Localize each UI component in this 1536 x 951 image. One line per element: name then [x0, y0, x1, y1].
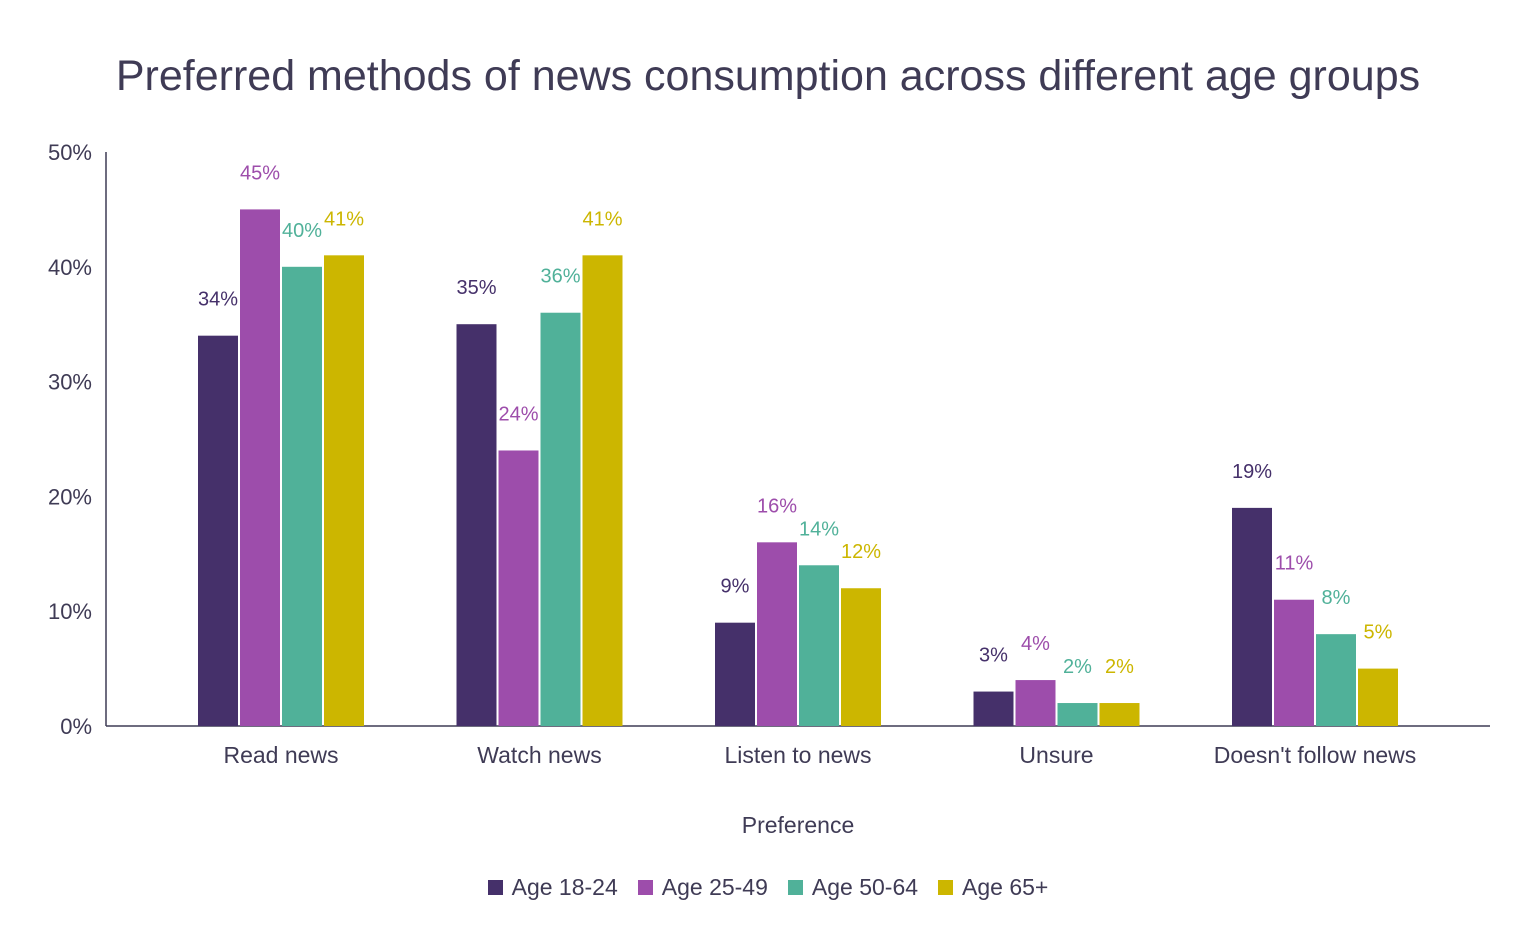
- legend-label: Age 25-49: [661, 874, 768, 900]
- bar: [1057, 703, 1098, 726]
- bar: [240, 209, 280, 726]
- data-label: 35%: [456, 277, 496, 299]
- bar: [282, 266, 322, 726]
- data-label: 14%: [799, 518, 839, 540]
- y-tick-label: 20%: [48, 484, 92, 509]
- data-label: 5%: [1364, 622, 1393, 644]
- bar: [1316, 634, 1356, 726]
- legend-swatch: [938, 880, 954, 895]
- bar: [973, 691, 1014, 726]
- data-label: 40%: [282, 220, 322, 242]
- legend-swatch: [637, 880, 653, 895]
- y-tick-label: 10%: [48, 599, 92, 624]
- bar: [582, 255, 623, 726]
- bar: [198, 335, 238, 726]
- bar: [1099, 703, 1140, 726]
- data-label: 24%: [498, 403, 538, 425]
- legend-label: Age 50-64: [811, 874, 919, 900]
- data-label: 12%: [841, 541, 881, 563]
- y-tick-label: 0%: [60, 714, 92, 739]
- legend-label: Age 65+: [962, 874, 1049, 900]
- bar: [498, 450, 539, 726]
- x-tick-label: Listen to news: [724, 742, 871, 768]
- x-tick-label: Read news: [223, 742, 338, 768]
- y-tick-label: 50%: [48, 140, 92, 165]
- data-label: 16%: [757, 495, 797, 517]
- bar: [757, 542, 797, 726]
- bar: [1232, 507, 1272, 726]
- bar: [715, 622, 755, 726]
- data-label: 36%: [540, 266, 580, 288]
- bar-chart: 0%10%20%30%40%50%Read news34%45%40%41%Wa…: [48, 140, 1490, 838]
- bar: [324, 255, 364, 726]
- legend-item: Age 65+: [938, 874, 1048, 901]
- bar: [799, 565, 839, 726]
- data-label: 3%: [979, 645, 1008, 667]
- data-label: 45%: [240, 162, 280, 184]
- legend-item: Age 18-24: [487, 874, 618, 901]
- data-label: 2%: [1063, 656, 1092, 678]
- data-label: 8%: [1322, 587, 1351, 609]
- chart-title: Preferred methods of news consumption ac…: [115, 52, 1421, 100]
- legend-item: Age 25-49: [637, 874, 768, 901]
- y-tick-label: 40%: [48, 255, 92, 280]
- data-label: 19%: [1232, 461, 1272, 483]
- bar: [1358, 668, 1398, 726]
- data-label: 34%: [198, 289, 238, 311]
- data-label: 4%: [1021, 633, 1050, 655]
- x-tick-label: Watch news: [477, 742, 601, 768]
- bar: [456, 324, 497, 726]
- legend-label: Age 18-24: [511, 874, 618, 900]
- legend-item: Age 50-64: [787, 874, 919, 901]
- data-label: 2%: [1105, 656, 1134, 678]
- x-axis-title: Preference: [742, 812, 855, 838]
- bar: [841, 588, 881, 726]
- x-tick-label: Unsure: [1019, 742, 1093, 768]
- bar: [540, 312, 581, 726]
- x-tick-label: Doesn't follow news: [1214, 742, 1417, 768]
- legend-swatch: [487, 880, 503, 895]
- legend: Age 18-24 Age 25-49 Age 50-64 Age 65+: [0, 874, 1536, 901]
- data-label: 9%: [721, 576, 750, 598]
- data-label: 41%: [582, 208, 622, 230]
- bar: [1274, 599, 1314, 726]
- bar: [1015, 680, 1056, 726]
- data-label: 11%: [1275, 553, 1314, 575]
- data-label: 41%: [324, 208, 364, 230]
- legend-swatch: [787, 880, 803, 895]
- y-tick-label: 30%: [48, 370, 92, 395]
